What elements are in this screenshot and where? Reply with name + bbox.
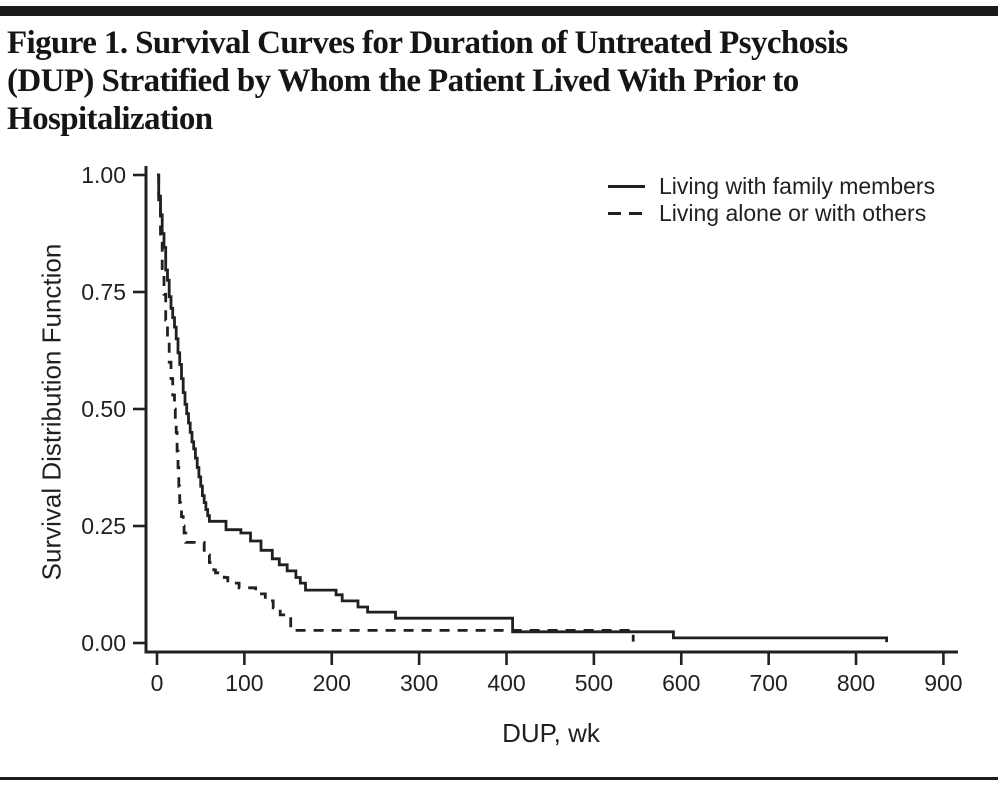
curve-living-alone-or-with-others [157,173,635,642]
top-rule [0,6,998,16]
y-tick-label: 0.50 [81,396,126,422]
x-tick-label: 200 [313,670,351,696]
figure-title-line-3: Hospitalization [7,101,213,137]
x-tick-label: 700 [749,670,787,696]
x-tick-label: 500 [575,670,613,696]
y-tick-label: 0.00 [81,630,126,656]
legend-label: Living with family members [659,173,936,199]
x-tick-label: 100 [225,670,263,696]
x-tick-label: 800 [837,670,875,696]
legend-item-family: Living with family members [608,173,935,200]
figure-title-line-1: Figure 1. Survival Curves for Duration o… [7,25,848,61]
x-tick-label: 900 [924,670,962,696]
y-axis-ticks [133,173,146,645]
legend-label: Living alone or with others [659,200,927,226]
y-tick-label: 1.00 [81,162,126,188]
dashed-line-icon [608,212,645,215]
x-tick-label: 600 [662,670,700,696]
x-tick-label: 300 [400,670,438,696]
x-axis-title: DUP, wk [502,718,600,748]
y-tick-label: 0.75 [81,279,126,305]
x-tick-label: 400 [487,670,525,696]
x-tick-label: 0 [151,670,164,696]
figure-title-line-2: (DUP) Stratified by Whom the Patient Liv… [7,63,799,99]
x-axis-tick-labels: 0 100 200 300 400 500 600 700 800 900 [151,670,963,696]
y-axis-tick-labels: 1.00 0.75 0.50 0.25 0.00 [81,162,126,656]
legend-item-alone: Living alone or with others [608,200,935,227]
figure-title: Figure 1. Survival Curves for Duration o… [7,24,995,138]
curve-living-with-family-members [157,173,888,643]
chart-legend: Living with family members Living alone … [608,173,935,227]
bottom-rule [0,777,998,780]
y-axis-title: Survival Distribution Function [36,243,67,581]
x-axis-ticks [155,652,945,665]
y-tick-label: 0.25 [81,513,126,539]
solid-line-icon [608,185,645,188]
